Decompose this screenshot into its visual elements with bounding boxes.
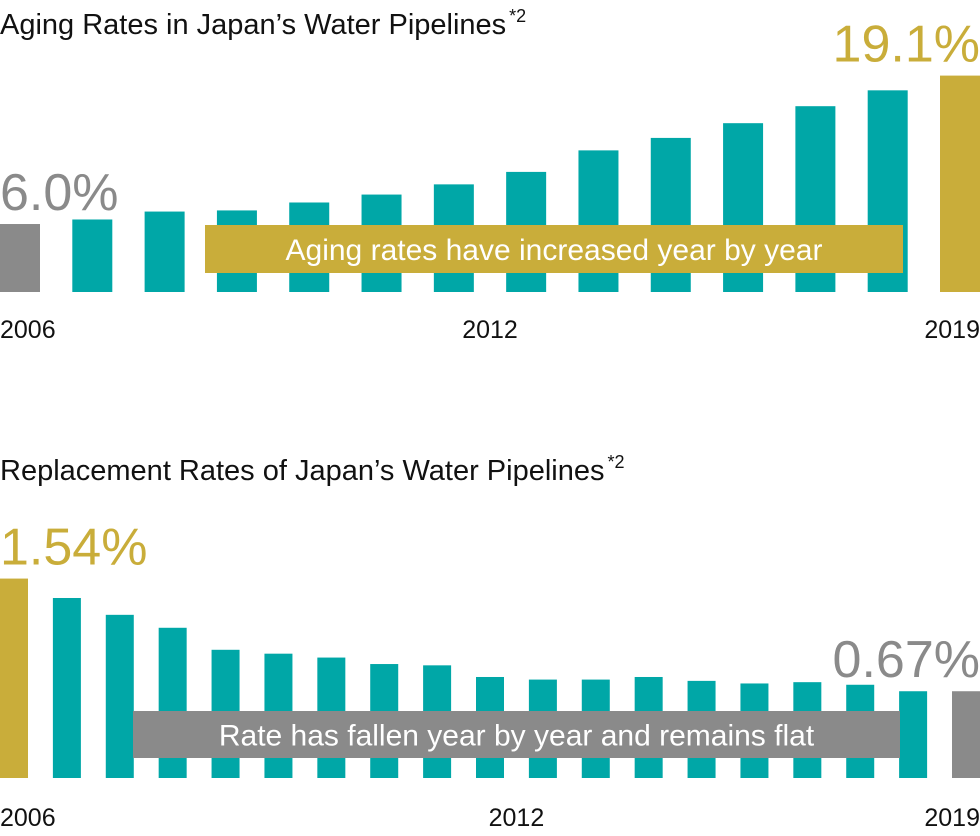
chart-title: Aging Rates in Japan’s Water Pipelines *2	[0, 6, 526, 41]
x-tick-label: 2019	[924, 804, 980, 832]
bar	[105, 614, 134, 778]
annotation: Aging rates have increased year by year	[286, 234, 823, 267]
x-tick-label: 2006	[0, 804, 56, 832]
bar	[899, 691, 928, 778]
x-tick-label: 2006	[0, 316, 56, 344]
value-label: 19.1%	[833, 16, 980, 74]
bar	[144, 211, 185, 292]
bar	[72, 219, 113, 292]
annotation: Rate has fallen year by year and remains…	[219, 720, 815, 753]
bar	[940, 75, 980, 292]
value-label: 1.54%	[0, 519, 147, 577]
footnote: *2	[607, 452, 624, 472]
chart-title: Replacement Rates of Japan’s Water Pipel…	[0, 452, 625, 487]
x-tick-label: 2012	[489, 804, 545, 832]
footnote: *2	[509, 6, 526, 26]
title-text: Aging Rates in Japan’s Water Pipelines	[0, 9, 506, 41]
bar	[0, 578, 28, 778]
value-label: 0.67%	[833, 631, 980, 689]
bar	[52, 597, 81, 778]
annotation-box	[205, 225, 903, 273]
x-tick-label: 2019	[924, 316, 980, 344]
title-text: Replacement Rates of Japan’s Water Pipel…	[0, 455, 604, 487]
bar	[952, 691, 980, 778]
x-tick-label: 2012	[462, 316, 518, 344]
value-label: 6.0%	[0, 164, 119, 222]
annotation-box	[133, 711, 900, 758]
bar	[0, 224, 40, 292]
